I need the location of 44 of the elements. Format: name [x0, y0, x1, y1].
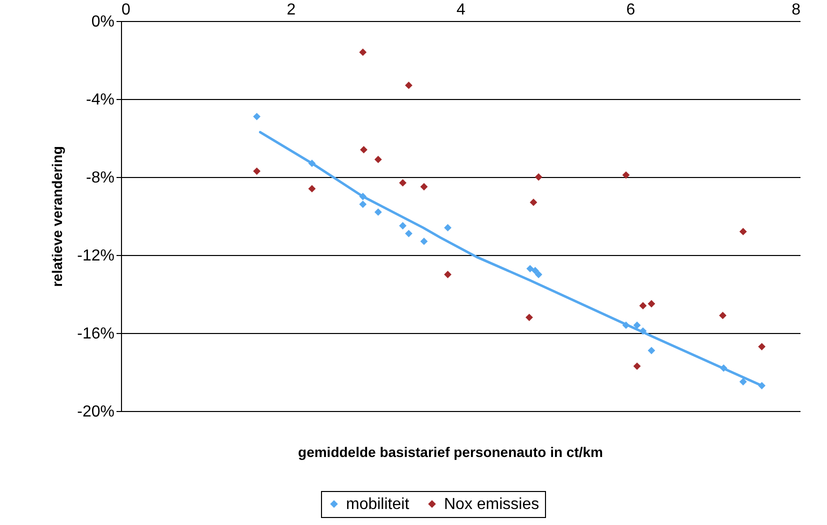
point	[534, 270, 542, 278]
point	[399, 179, 406, 187]
y-tick-label: -8%	[86, 170, 114, 186]
point	[405, 230, 412, 238]
point	[399, 222, 406, 230]
x-tick-label: 0	[122, 2, 130, 18]
y-tick-label: -16%	[77, 326, 114, 342]
y-tick-label: -20%	[77, 404, 114, 420]
y-tick-label: -4%	[86, 92, 114, 108]
x-tick-label: 6	[626, 2, 636, 18]
point	[359, 200, 367, 208]
point	[253, 167, 261, 175]
point	[622, 171, 630, 179]
point	[444, 224, 452, 232]
y-tick-label: 0%	[91, 14, 114, 30]
point	[758, 342, 766, 350]
point	[526, 314, 533, 322]
point	[374, 156, 382, 164]
point	[639, 302, 647, 310]
legend-label: mobiliteit	[346, 496, 410, 513]
x-tick-label: 8	[792, 2, 801, 18]
point	[739, 378, 747, 386]
point	[739, 228, 747, 236]
point	[719, 312, 726, 320]
x-tick-label: 2	[286, 2, 296, 18]
point	[360, 146, 368, 154]
legend-label: Nox emissies	[444, 496, 540, 513]
x-tick-label: 4	[456, 2, 466, 18]
point	[534, 173, 542, 181]
point	[405, 82, 412, 90]
point	[359, 48, 367, 56]
point	[633, 321, 641, 329]
point	[374, 208, 382, 216]
point	[526, 264, 534, 272]
y-axis-title: relatieve verandering	[49, 146, 66, 287]
y-tick-label: -12%	[77, 248, 114, 264]
point	[530, 198, 538, 206]
x-axis-title: gemiddelde basistarief personenauto in ct/km	[298, 444, 603, 460]
point	[420, 238, 428, 246]
point	[531, 266, 539, 274]
point	[633, 362, 641, 370]
point	[253, 112, 261, 120]
point	[308, 184, 316, 192]
point	[648, 346, 656, 354]
